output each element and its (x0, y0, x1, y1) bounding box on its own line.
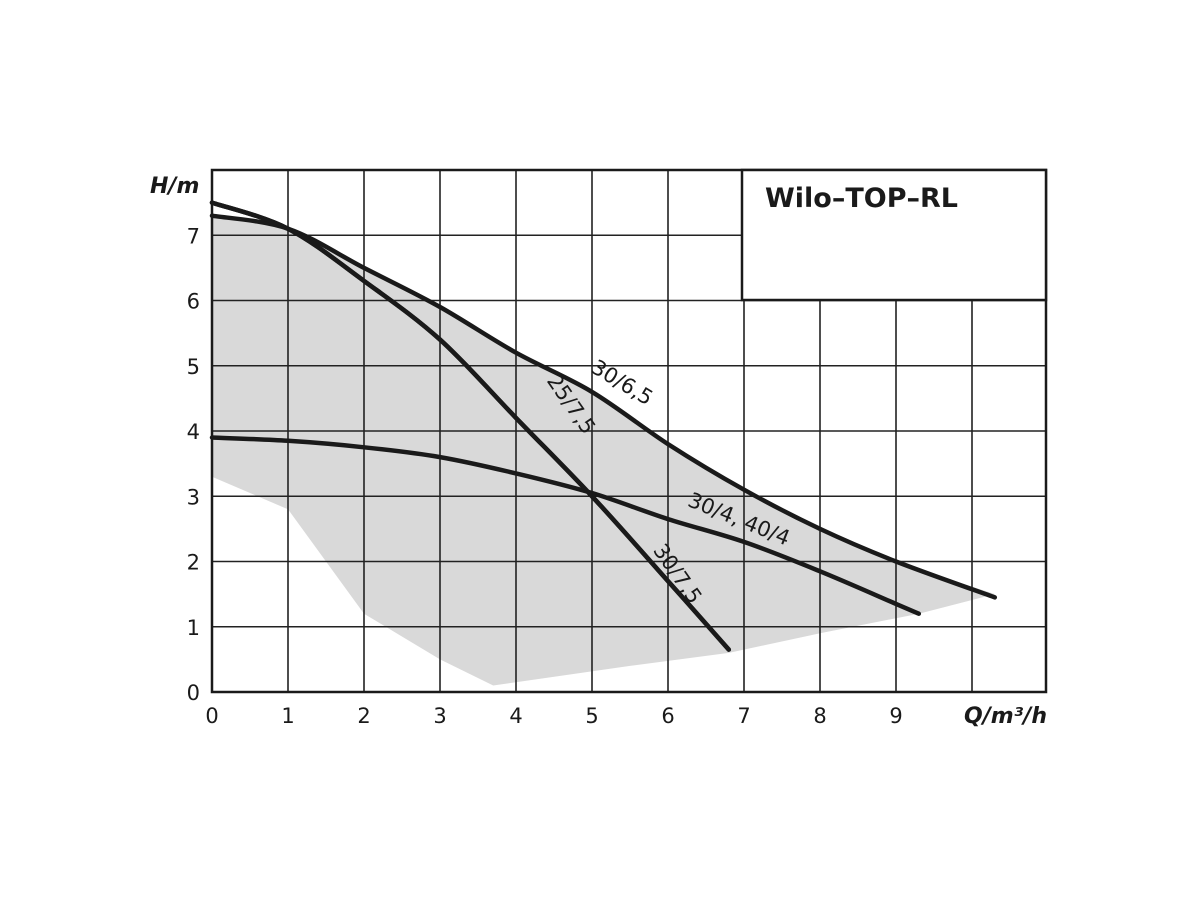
x-tick-label: 6 (661, 704, 674, 728)
operating-area (212, 215, 995, 686)
x-tick-label: 4 (509, 704, 522, 728)
y-tick-label: 3 (187, 485, 200, 509)
x-tick-label: 0 (205, 704, 218, 728)
curves-layer (209, 200, 998, 652)
title-box-frame (740, 168, 1048, 302)
y-tick-label: 0 (187, 681, 200, 705)
x-tick-label: 8 (813, 704, 826, 728)
chart-title: Wilo–TOP–RL (765, 183, 958, 214)
x-tick-label: 2 (357, 704, 370, 728)
y-tick-label: 5 (187, 355, 200, 379)
y-tick-label: 4 (187, 420, 200, 444)
x-axis-label: Q/m³/h (964, 704, 1047, 729)
x-tick-label: 7 (737, 704, 750, 728)
title-box: Wilo–TOP–RL (740, 168, 1048, 302)
x-tick-label: 9 (889, 704, 902, 728)
axis-layer: 0 1 2 3 4 5 6 7 8 9 0 1 2 3 4 5 6 7 (187, 224, 903, 728)
plot-frame (210, 168, 1048, 694)
x-tick-label: 1 (281, 704, 294, 728)
y-tick-label: 2 (187, 551, 200, 575)
curve-30-4-40-4 (209, 435, 922, 616)
operating-area-layer (212, 215, 995, 686)
y-tick-label: 6 (187, 290, 200, 314)
y-tick-label: 7 (187, 224, 200, 248)
y-axis-label: H/m (150, 174, 199, 199)
curve-30-6-5 (209, 213, 998, 600)
x-tick-label: 5 (585, 704, 598, 728)
y-tick-label: 1 (187, 616, 200, 640)
x-tick-label: 3 (433, 704, 446, 728)
curve-30-7-5 (209, 200, 732, 652)
